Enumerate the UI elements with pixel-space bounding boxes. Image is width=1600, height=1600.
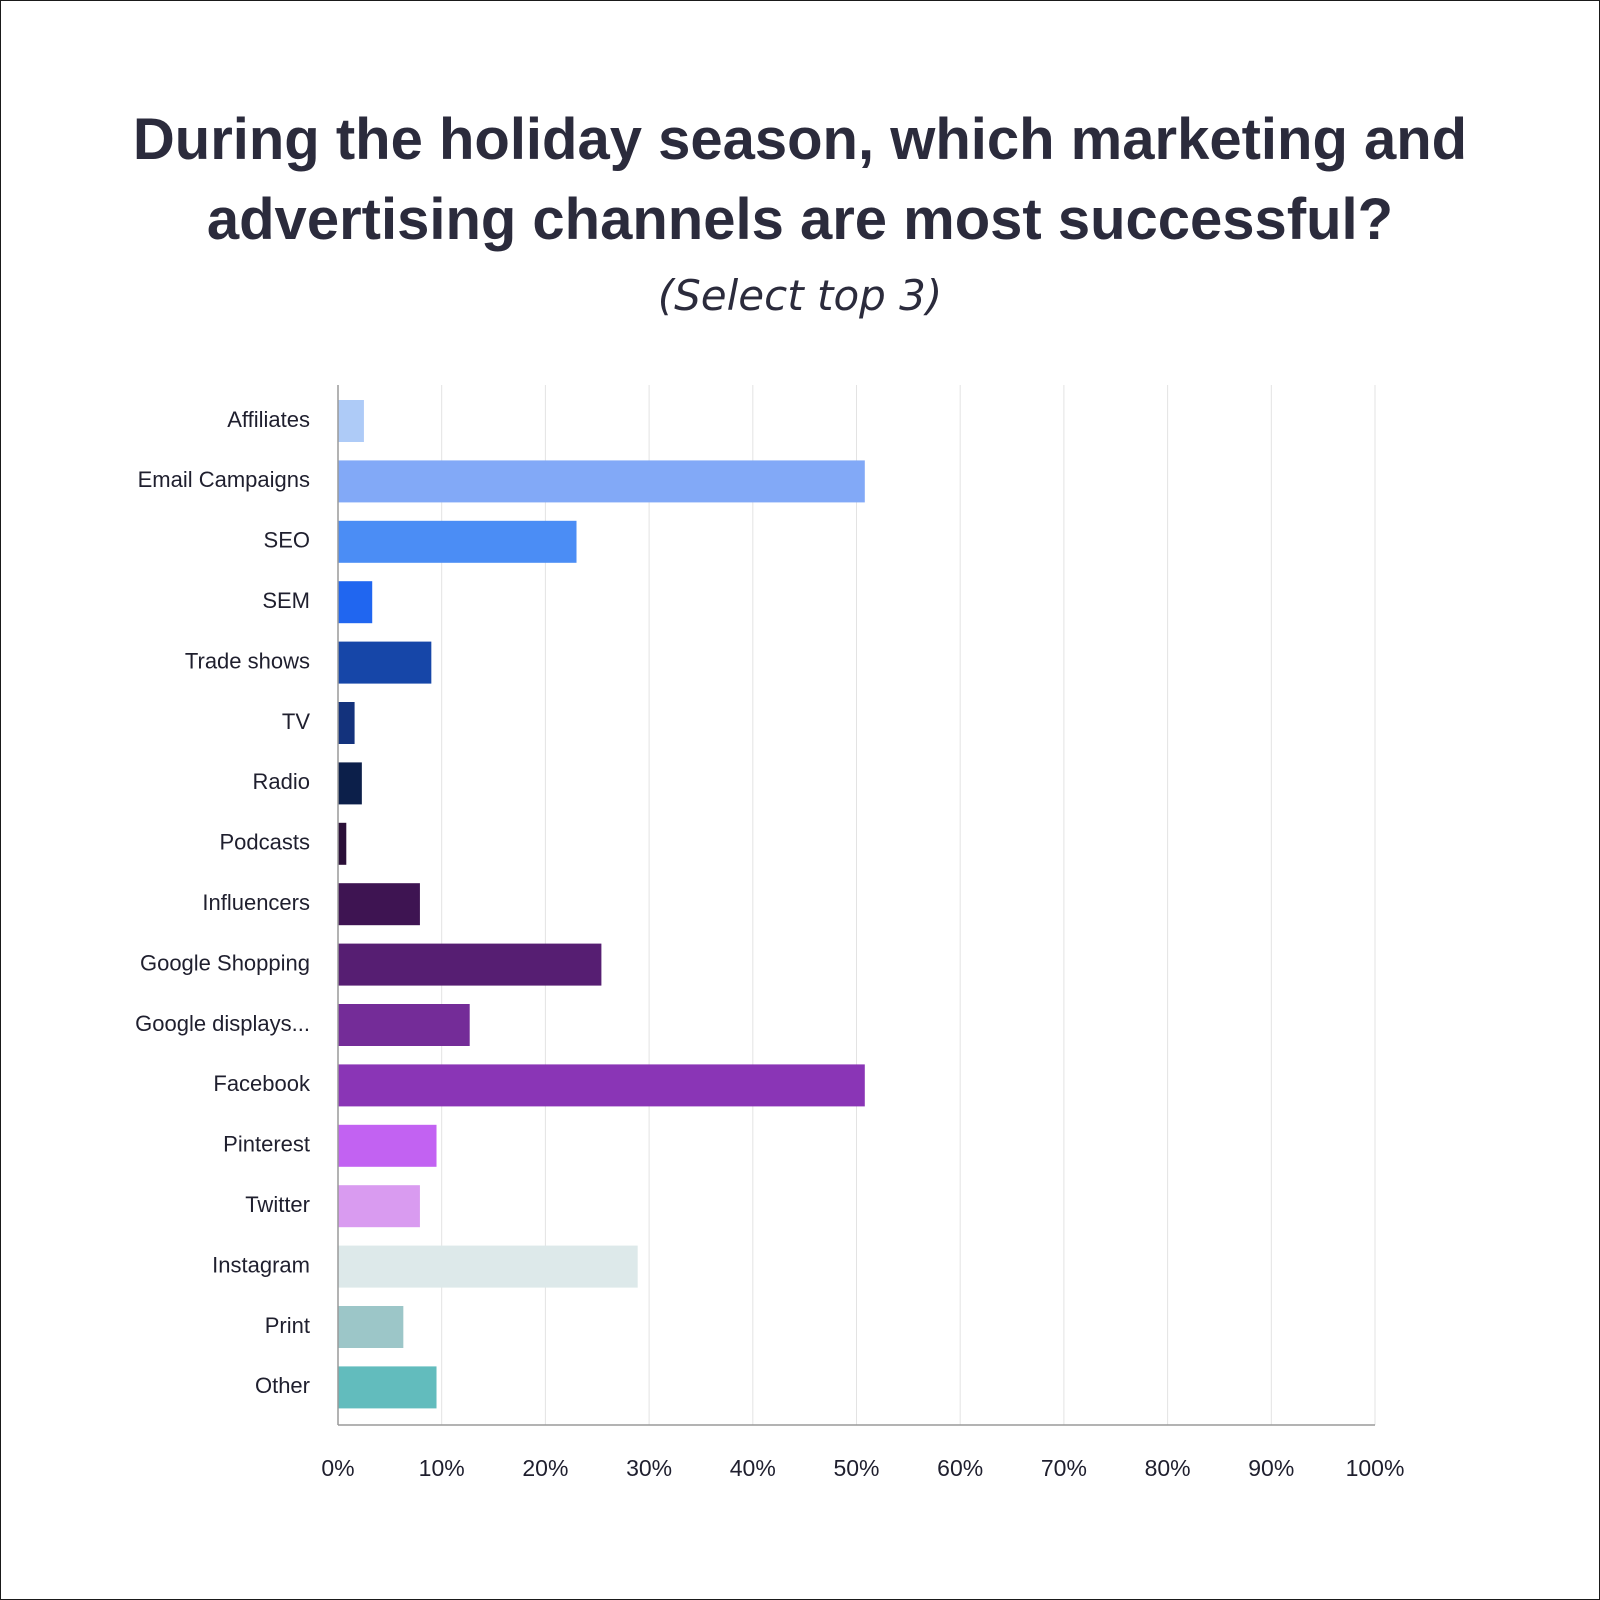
category-label: SEM [262,588,310,613]
category-label: Affiliates [227,407,310,432]
x-tick-label: 100% [1346,1455,1405,1481]
x-tick-label: 50% [833,1455,879,1481]
category-label: Twitter [245,1192,310,1217]
bar [338,641,432,684]
category-label: Podcasts [220,830,311,855]
x-tick-label: 20% [522,1455,568,1481]
x-tick-label: 60% [937,1455,983,1481]
category-label: Email Campaigns [138,467,310,492]
category-label: Trade shows [185,648,310,673]
category-label: Radio [253,769,310,794]
category-label: Print [265,1313,310,1338]
x-tick-label: 40% [730,1455,776,1481]
bar [338,1245,638,1288]
bar [338,883,420,926]
bar [338,460,865,503]
bar [338,400,364,442]
bar [338,702,355,744]
bar [338,1124,437,1167]
category-label: Facebook [213,1071,311,1096]
category-labels: Affiliates Email Campaigns SEO SEM Trade sho… [135,407,311,1398]
category-label: Other [255,1373,310,1398]
bar [338,1004,470,1046]
x-tick-label: 70% [1041,1455,1087,1481]
category-label: Google displays... [135,1011,310,1036]
x-tick-label: 90% [1248,1455,1294,1481]
chart-subtitle: (Select top 3) [657,271,943,320]
category-label: SEO [264,528,310,553]
bar [338,581,373,624]
bar [338,822,347,865]
category-label: Pinterest [223,1132,310,1157]
bars [338,400,865,1409]
axes [337,385,1375,1426]
bar [338,1366,437,1409]
category-label: Instagram [212,1252,310,1277]
x-tick-label: 30% [626,1455,672,1481]
bar [338,762,362,805]
bar [338,1306,404,1348]
category-label: Google Shopping [140,950,310,975]
category-label: Influencers [202,890,310,915]
bar [338,1185,420,1228]
x-tick-label: 10% [419,1455,465,1481]
x-tick-labels: 0% 10% 20% 30% 40% 50% 60% 70% 80% 90% 100% [321,1455,1404,1481]
bar [338,520,577,563]
x-tick-label: 0% [321,1455,354,1481]
bar [338,1064,865,1107]
chart-title: During the holiday season, which marketi… [132,107,1468,252]
x-tick-label: 80% [1145,1455,1191,1481]
bar [338,943,602,986]
category-label: TV [282,709,310,734]
